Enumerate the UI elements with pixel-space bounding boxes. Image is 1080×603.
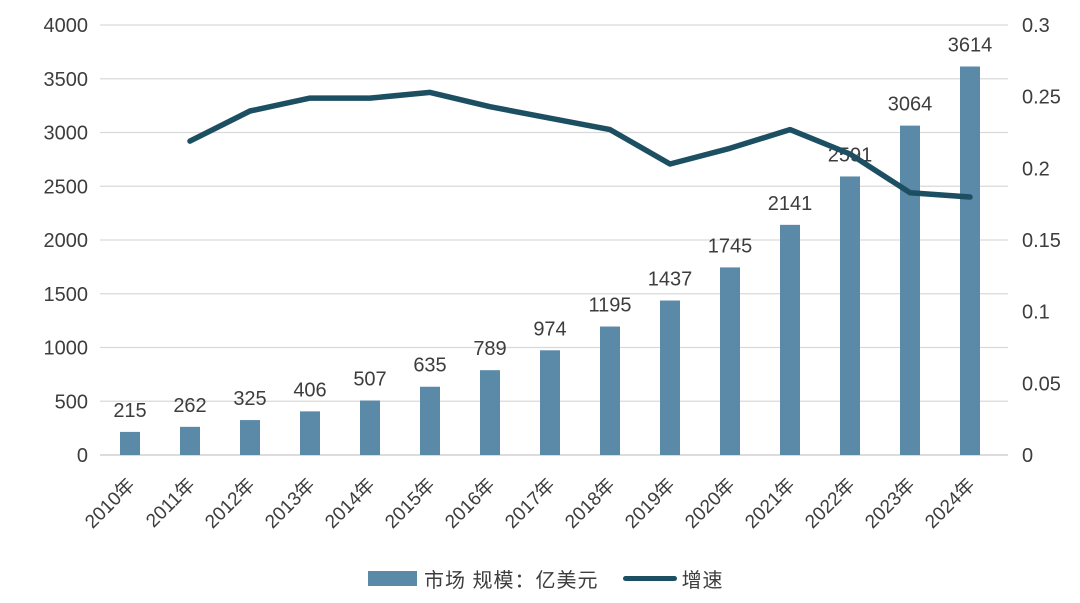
x-axis-tick-label: 2011年 bbox=[142, 474, 200, 532]
bar-value-label: 1195 bbox=[588, 295, 631, 317]
bar-2020年 bbox=[720, 267, 740, 455]
right-axis-tick-label: 0.05 bbox=[1022, 373, 1061, 395]
right-axis-tick-label: 0.3 bbox=[1022, 15, 1050, 37]
left-axis-tick-label: 3000 bbox=[44, 123, 89, 145]
left-axis-tick-label: 1000 bbox=[44, 338, 89, 360]
left-axis-tick-label: 500 bbox=[55, 391, 88, 413]
bar-value-label: 789 bbox=[473, 338, 506, 360]
bar-value-label: 406 bbox=[293, 379, 326, 401]
legend-item-growth: 增速 bbox=[622, 564, 724, 593]
right-axis-tick-label: 0.15 bbox=[1022, 230, 1061, 252]
bar-2019年 bbox=[660, 300, 680, 455]
left-axis-tick-label: 3500 bbox=[44, 69, 89, 91]
x-axis-tick-label: 2019年 bbox=[621, 474, 680, 533]
bar-2024年 bbox=[960, 66, 980, 456]
bar-2011年 bbox=[180, 426, 200, 455]
x-axis-tick-label: 2021年 bbox=[741, 474, 800, 533]
bar-2023年 bbox=[900, 125, 920, 456]
x-axis-tick-label: 2014年 bbox=[321, 474, 380, 533]
growth-rate-line bbox=[187, 89, 973, 200]
bar-value-label: 262 bbox=[173, 395, 206, 417]
bar-value-label: 2141 bbox=[768, 193, 813, 215]
bar-value-label: 1745 bbox=[708, 235, 753, 257]
legend-label-market-size: 市场 规模：亿美元 bbox=[424, 570, 599, 592]
bar-2016年 bbox=[480, 370, 500, 455]
bar-2015年 bbox=[420, 386, 440, 455]
x-axis-tick-label: 2018年 bbox=[561, 474, 620, 533]
right-axis-tick-label: 0.25 bbox=[1022, 87, 1061, 109]
x-axis-tick-label: 2020年 bbox=[681, 474, 740, 533]
bar-value-label: 1437 bbox=[648, 269, 693, 291]
bar-2014年 bbox=[360, 400, 380, 455]
bar-2017年 bbox=[540, 350, 560, 455]
bar-value-label: 325 bbox=[233, 388, 266, 410]
right-axis-tick-label: 0.1 bbox=[1022, 302, 1050, 324]
bar-2022年 bbox=[840, 176, 860, 455]
line-series-swatch bbox=[622, 576, 677, 581]
left-axis-tick-label: 4000 bbox=[44, 15, 89, 37]
x-axis-tick-label: 2017年 bbox=[501, 474, 560, 533]
x-axis-tick-label: 2016年 bbox=[441, 474, 500, 533]
bar-2010年 bbox=[120, 431, 140, 455]
left-axis-tick-label: 1500 bbox=[44, 284, 89, 306]
bar-value-label: 507 bbox=[353, 368, 386, 390]
x-axis-tick-label: 2013年 bbox=[261, 474, 320, 533]
x-axis-tick-label: 2010年 bbox=[81, 474, 140, 533]
right-axis-tick-label: 0 bbox=[1022, 445, 1033, 467]
bar-series-swatch bbox=[368, 571, 417, 586]
bar-2012年 bbox=[240, 420, 260, 455]
bar-value-label: 3064 bbox=[888, 94, 933, 116]
bar-2013年 bbox=[300, 411, 320, 455]
x-axis-tick-label: 2012年 bbox=[201, 474, 260, 533]
right-axis-tick-label: 0.2 bbox=[1022, 158, 1050, 180]
chart-legend: 市场 规模：亿美元 增速 bbox=[368, 564, 724, 593]
combo-chart-plot: 400035003000250020001500100050000.30.250… bbox=[44, 15, 1061, 533]
bar-value-label: 635 bbox=[413, 355, 446, 377]
bar-value-label: 974 bbox=[533, 318, 566, 340]
x-axis-tick-label: 2023年 bbox=[861, 474, 920, 533]
bar-value-label: 3614 bbox=[948, 34, 993, 56]
legend-label-growth: 增速 bbox=[681, 570, 724, 592]
x-axis-tick-label: 2015年 bbox=[381, 474, 440, 533]
left-axis-tick-label: 0 bbox=[77, 445, 88, 467]
legend-item-market-size: 市场 规模：亿美元 bbox=[368, 564, 599, 593]
left-axis-tick-label: 2000 bbox=[44, 230, 89, 252]
bar-2018年 bbox=[600, 326, 620, 455]
bar-value-label: 215 bbox=[113, 400, 146, 422]
left-axis-tick-label: 2500 bbox=[44, 176, 89, 198]
bar-2021年 bbox=[780, 224, 800, 455]
x-axis-tick-label: 2022年 bbox=[801, 474, 860, 533]
x-axis-tick-label: 2024年 bbox=[921, 474, 980, 533]
